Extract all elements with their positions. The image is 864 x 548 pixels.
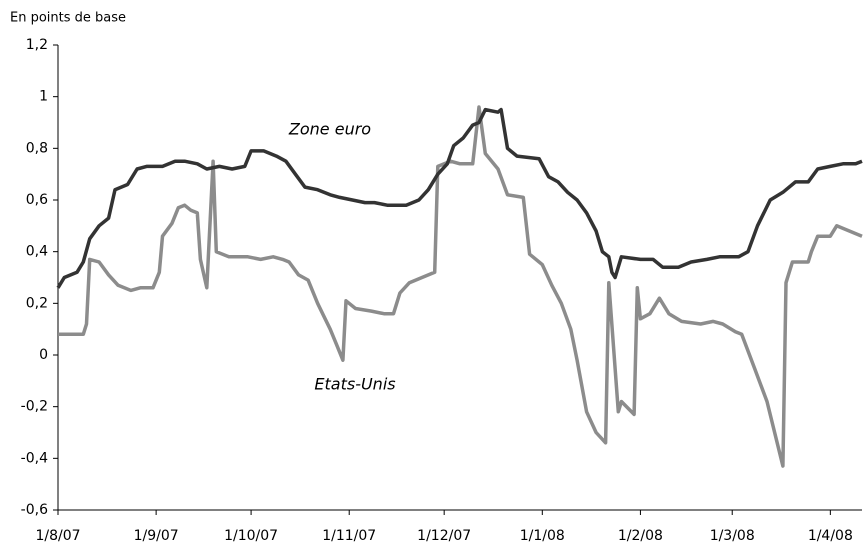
- y-axis-label: En points de base: [10, 11, 126, 26]
- x-tick-label: 1/12/07: [417, 528, 471, 544]
- y-tick-label: 0,4: [26, 244, 48, 260]
- x-tick-label: 1/9/07: [134, 528, 179, 544]
- y-tick-label: 1: [39, 89, 48, 105]
- y-tick-label: 1,2: [26, 37, 48, 53]
- y-tick-label: 0,6: [26, 192, 48, 208]
- line: [56, 107, 863, 289]
- y-tick-label: -0,4: [21, 450, 48, 466]
- y-tick-label: 0,8: [26, 140, 48, 156]
- x-tick-label: 1/2/08: [618, 528, 663, 544]
- x-tick-label: 1/11/07: [322, 528, 376, 544]
- x-tick-label: 1/10/07: [224, 528, 278, 544]
- annotation: Zone euro: [288, 120, 371, 139]
- y-tick-label: 0,2: [26, 295, 48, 311]
- annotation: Etats-Unis: [314, 375, 395, 394]
- x-tick-label: 1/3/08: [710, 528, 755, 544]
- x-tick-label: 1/1/08: [520, 528, 565, 544]
- y-tick-label: 0: [39, 347, 48, 363]
- line: [58, 105, 863, 468]
- x-tick-label: 1/4/08: [808, 528, 853, 544]
- y-tick-label: -0,2: [21, 399, 48, 415]
- x-tick-label: 1/8/07: [35, 528, 80, 544]
- y-tick-label: -0,6: [21, 502, 48, 518]
